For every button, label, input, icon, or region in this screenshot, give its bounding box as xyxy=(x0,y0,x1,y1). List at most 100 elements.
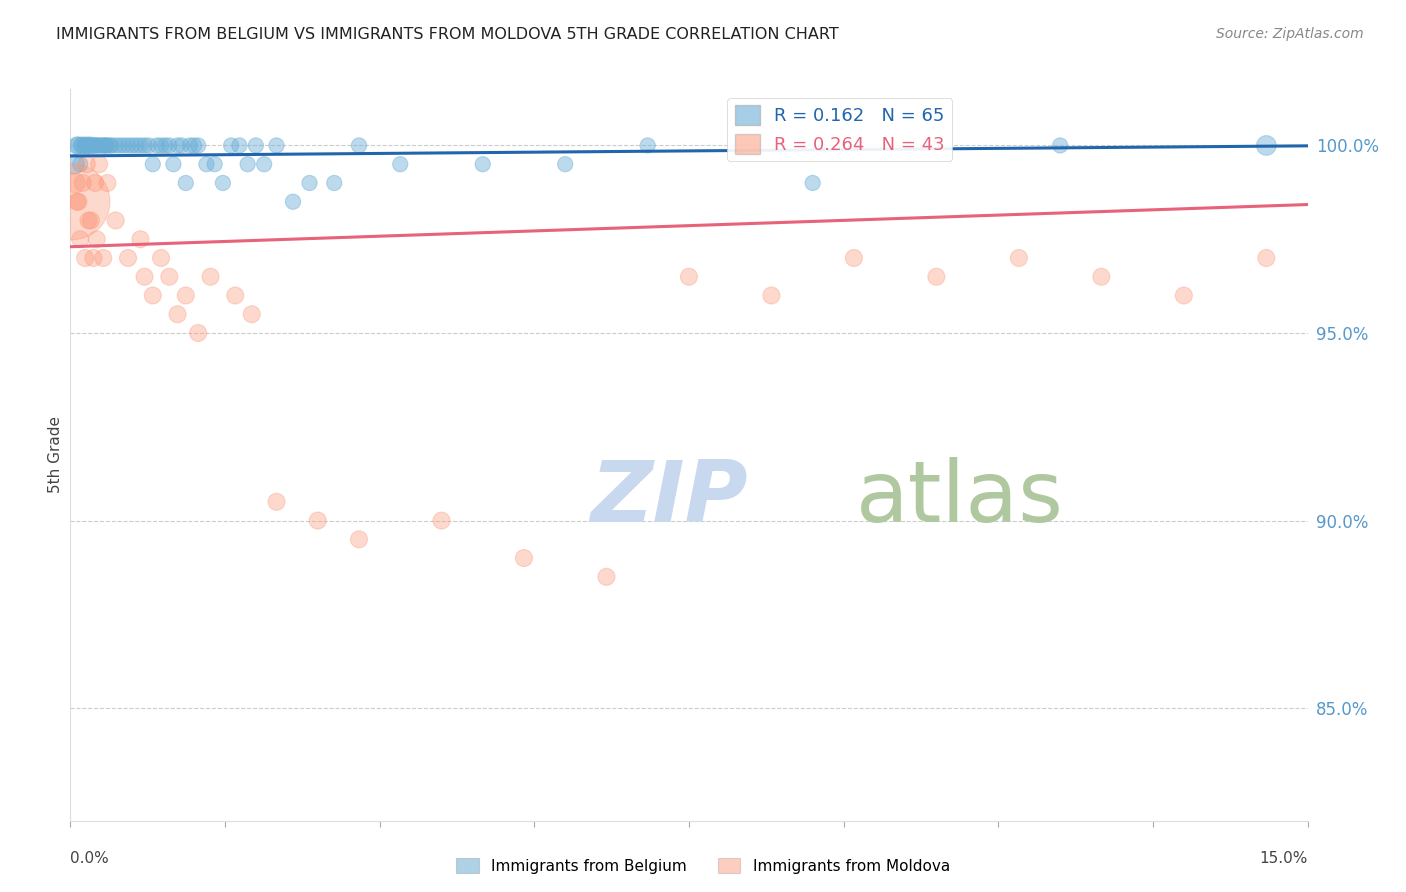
Point xyxy=(637,138,659,153)
Point xyxy=(166,138,188,153)
Point xyxy=(125,138,148,153)
Point xyxy=(150,251,173,265)
Point xyxy=(90,138,112,153)
Point xyxy=(82,138,104,153)
Point xyxy=(66,138,89,153)
Point xyxy=(80,213,103,227)
Point xyxy=(76,138,98,153)
Point xyxy=(86,138,108,153)
Point xyxy=(153,138,176,153)
Legend: Immigrants from Belgium, Immigrants from Moldova: Immigrants from Belgium, Immigrants from… xyxy=(450,852,956,880)
Point xyxy=(98,138,121,153)
Point xyxy=(134,269,156,284)
Point xyxy=(513,551,536,566)
Point xyxy=(347,138,370,153)
Point xyxy=(129,138,152,153)
Point xyxy=(219,138,242,153)
Point xyxy=(84,138,107,153)
Point xyxy=(75,251,97,265)
Point xyxy=(179,138,201,153)
Point xyxy=(471,157,494,171)
Point xyxy=(298,176,321,190)
Point xyxy=(142,157,165,171)
Point xyxy=(134,138,156,153)
Point xyxy=(925,269,948,284)
Point xyxy=(94,138,117,153)
Point xyxy=(266,495,288,509)
Point xyxy=(112,138,135,153)
Point xyxy=(1256,138,1278,153)
Point xyxy=(63,157,86,171)
Point xyxy=(96,176,118,190)
Point xyxy=(72,138,94,153)
Point xyxy=(117,251,139,265)
Point xyxy=(108,138,131,153)
Point xyxy=(77,213,100,227)
Point xyxy=(253,157,276,171)
Point xyxy=(1049,138,1071,153)
Point xyxy=(595,570,617,584)
Point xyxy=(91,251,114,265)
Point xyxy=(174,288,197,302)
Point xyxy=(67,138,90,153)
Point xyxy=(104,213,127,227)
Point xyxy=(89,138,111,153)
Point xyxy=(84,176,107,190)
Point xyxy=(104,138,127,153)
Point xyxy=(187,138,209,153)
Point xyxy=(72,176,94,190)
Point xyxy=(1008,251,1031,265)
Text: atlas: atlas xyxy=(856,458,1064,541)
Point xyxy=(187,326,209,340)
Text: 15.0%: 15.0% xyxy=(1260,851,1308,865)
Point xyxy=(157,269,180,284)
Point xyxy=(60,194,83,209)
Point xyxy=(430,514,453,528)
Point xyxy=(77,138,100,153)
Point xyxy=(236,157,259,171)
Point xyxy=(166,307,188,321)
Point xyxy=(554,157,576,171)
Point xyxy=(228,138,250,153)
Point xyxy=(91,138,114,153)
Point xyxy=(121,138,143,153)
Point xyxy=(86,232,108,246)
Legend: R = 0.162   N = 65, R = 0.264   N = 43: R = 0.162 N = 65, R = 0.264 N = 43 xyxy=(727,98,952,161)
Point xyxy=(157,138,180,153)
Point xyxy=(100,138,122,153)
Point xyxy=(142,288,165,302)
Point xyxy=(1090,269,1112,284)
Point xyxy=(240,307,263,321)
Point xyxy=(162,157,184,171)
Point xyxy=(307,514,329,528)
Y-axis label: 5th Grade: 5th Grade xyxy=(48,417,63,493)
Point xyxy=(86,138,108,153)
Point xyxy=(174,176,197,190)
Point xyxy=(146,138,169,153)
Point xyxy=(212,176,235,190)
Point xyxy=(183,138,205,153)
Text: 0.0%: 0.0% xyxy=(70,851,110,865)
Point xyxy=(761,288,783,302)
Point xyxy=(70,138,93,153)
Point xyxy=(195,157,218,171)
Point xyxy=(75,138,97,153)
Text: ZIP: ZIP xyxy=(591,458,748,541)
Point xyxy=(94,138,117,153)
Point xyxy=(66,194,89,209)
Point xyxy=(200,269,222,284)
Text: IMMIGRANTS FROM BELGIUM VS IMMIGRANTS FROM MOLDOVA 5TH GRADE CORRELATION CHART: IMMIGRANTS FROM BELGIUM VS IMMIGRANTS FR… xyxy=(56,27,839,42)
Point xyxy=(89,157,111,171)
Point xyxy=(129,232,152,246)
Point xyxy=(138,138,160,153)
Text: Source: ZipAtlas.com: Source: ZipAtlas.com xyxy=(1216,27,1364,41)
Point xyxy=(266,138,288,153)
Point xyxy=(281,194,304,209)
Point xyxy=(801,176,824,190)
Point xyxy=(1173,288,1195,302)
Point xyxy=(67,194,90,209)
Point xyxy=(77,138,100,153)
Point xyxy=(323,176,346,190)
Point xyxy=(65,176,87,190)
Point xyxy=(389,157,412,171)
